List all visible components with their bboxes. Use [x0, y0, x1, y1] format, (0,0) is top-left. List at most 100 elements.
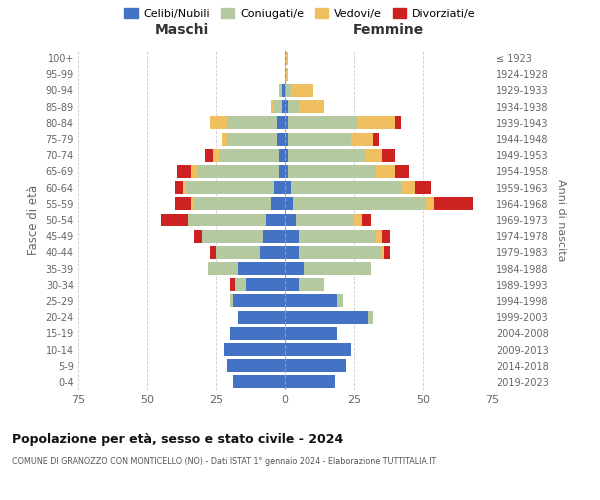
- Bar: [285, 132, 288, 145]
- Bar: [230, 294, 233, 308]
- Bar: [415, 181, 431, 194]
- Bar: [211, 116, 227, 130]
- Bar: [277, 132, 285, 145]
- Bar: [365, 149, 382, 162]
- Bar: [299, 100, 323, 113]
- Bar: [175, 198, 191, 210]
- Bar: [194, 230, 202, 242]
- Bar: [263, 230, 285, 242]
- Bar: [434, 198, 473, 210]
- Bar: [285, 100, 288, 113]
- Bar: [285, 294, 337, 308]
- Bar: [260, 246, 285, 259]
- Bar: [426, 198, 434, 210]
- Bar: [285, 230, 299, 242]
- Bar: [285, 278, 299, 291]
- Bar: [205, 149, 213, 162]
- Bar: [280, 165, 285, 178]
- Bar: [285, 246, 299, 259]
- Bar: [351, 132, 373, 145]
- Bar: [274, 181, 285, 194]
- Bar: [183, 181, 185, 194]
- Bar: [382, 246, 385, 259]
- Bar: [293, 198, 426, 210]
- Bar: [280, 84, 282, 97]
- Bar: [285, 214, 296, 226]
- Bar: [224, 343, 285, 356]
- Bar: [357, 116, 395, 130]
- Bar: [233, 294, 285, 308]
- Bar: [178, 165, 191, 178]
- Bar: [285, 68, 288, 81]
- Bar: [230, 278, 235, 291]
- Bar: [285, 376, 335, 388]
- Bar: [194, 198, 271, 210]
- Bar: [354, 214, 362, 226]
- Bar: [277, 116, 285, 130]
- Bar: [290, 181, 401, 194]
- Bar: [230, 327, 285, 340]
- Bar: [227, 132, 277, 145]
- Bar: [337, 294, 343, 308]
- Y-axis label: Anni di nascita: Anni di nascita: [556, 179, 566, 261]
- Bar: [213, 149, 219, 162]
- Bar: [395, 116, 401, 130]
- Bar: [288, 100, 299, 113]
- Bar: [247, 278, 285, 291]
- Bar: [185, 181, 274, 194]
- Bar: [285, 359, 346, 372]
- Legend: Celibi/Nubili, Coniugati/e, Vedovi/e, Divorziati/e: Celibi/Nubili, Coniugati/e, Vedovi/e, Di…: [122, 6, 478, 21]
- Bar: [208, 262, 238, 275]
- Bar: [285, 343, 351, 356]
- Bar: [285, 165, 288, 178]
- Bar: [161, 214, 188, 226]
- Bar: [238, 262, 285, 275]
- Text: Maschi: Maschi: [154, 23, 209, 37]
- Bar: [202, 230, 263, 242]
- Bar: [395, 165, 409, 178]
- Bar: [362, 214, 371, 226]
- Text: COMUNE DI GRANOZZO CON MONTICELLO (NO) - Dati ISTAT 1° gennaio 2024 - Elaborazio: COMUNE DI GRANOZZO CON MONTICELLO (NO) -…: [12, 458, 436, 466]
- Bar: [188, 214, 266, 226]
- Bar: [221, 132, 227, 145]
- Bar: [288, 132, 351, 145]
- Bar: [304, 262, 371, 275]
- Bar: [227, 116, 277, 130]
- Bar: [211, 246, 216, 259]
- Text: Popolazione per età, sesso e stato civile - 2024: Popolazione per età, sesso e stato civil…: [12, 432, 343, 446]
- Bar: [285, 116, 288, 130]
- Bar: [219, 149, 280, 162]
- Bar: [288, 165, 376, 178]
- Bar: [401, 181, 415, 194]
- Bar: [288, 116, 357, 130]
- Bar: [296, 214, 354, 226]
- Bar: [376, 230, 382, 242]
- Bar: [197, 165, 280, 178]
- Bar: [282, 84, 285, 97]
- Bar: [191, 165, 197, 178]
- Bar: [238, 310, 285, 324]
- Bar: [285, 181, 290, 194]
- Bar: [235, 278, 247, 291]
- Bar: [175, 181, 183, 194]
- Bar: [282, 100, 285, 113]
- Bar: [271, 100, 274, 113]
- Bar: [266, 214, 285, 226]
- Bar: [285, 52, 288, 64]
- Bar: [285, 149, 288, 162]
- Bar: [382, 149, 395, 162]
- Bar: [285, 84, 290, 97]
- Bar: [376, 165, 395, 178]
- Bar: [299, 278, 323, 291]
- Bar: [290, 84, 313, 97]
- Bar: [227, 359, 285, 372]
- Bar: [191, 198, 194, 210]
- Bar: [280, 149, 285, 162]
- Bar: [299, 246, 382, 259]
- Y-axis label: Fasce di età: Fasce di età: [27, 185, 40, 255]
- Bar: [216, 246, 260, 259]
- Bar: [271, 198, 285, 210]
- Bar: [233, 376, 285, 388]
- Bar: [288, 149, 365, 162]
- Bar: [373, 132, 379, 145]
